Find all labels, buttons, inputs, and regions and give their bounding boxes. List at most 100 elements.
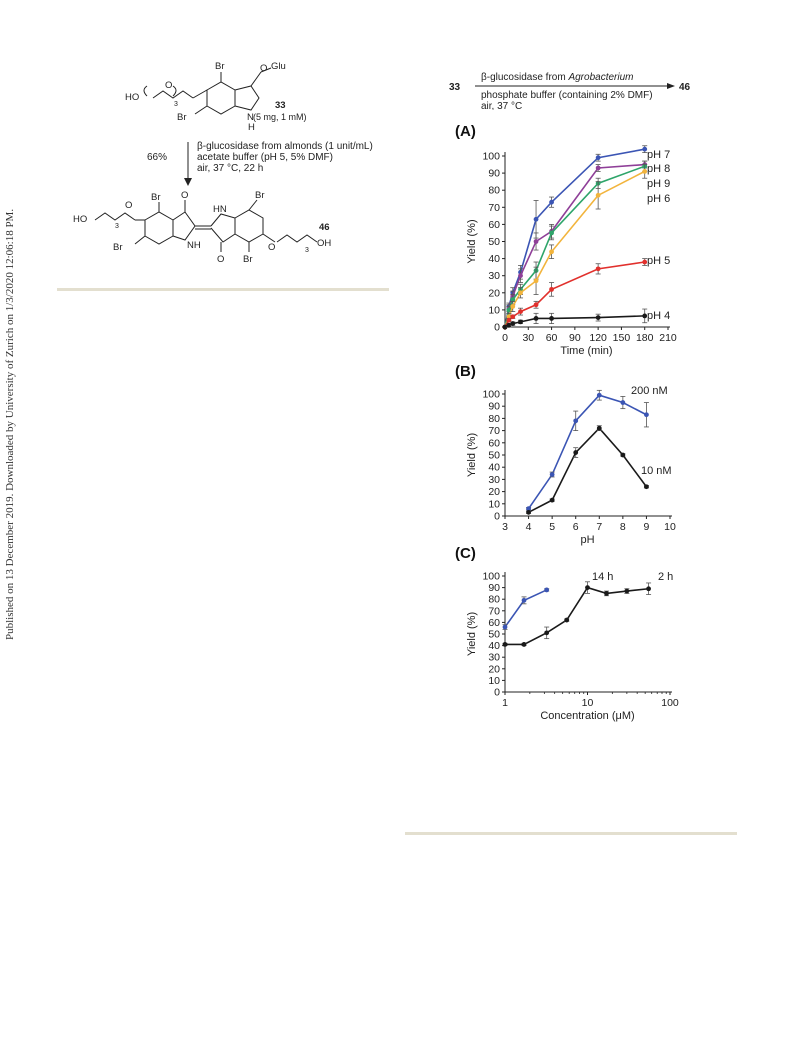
series-ph-4: pH 4 [502,308,670,330]
series-label: pH 8 [647,163,670,175]
data-point [564,617,570,623]
series-line [505,586,649,646]
y-tick-label: 100 [482,571,500,583]
x-tick-label: 100 [661,697,679,709]
y-tick-label: 60 [488,617,500,629]
data-point [510,297,516,303]
reactant-o-glu-o: O [260,63,267,74]
data-point [533,278,539,284]
y-tick-label: 70 [488,202,500,214]
data-point [549,497,555,503]
panel-label: (A) [455,123,476,140]
y-tick-label: 80 [488,594,500,606]
y-tick-label: 20 [488,486,500,498]
data-point [573,450,579,455]
data-point [518,273,523,279]
y-tick-label: 0 [494,511,500,523]
series-200-nm: 200 nM [526,385,668,512]
reaction-below-arrow-2: air, 37 °C [481,101,522,110]
data-point [549,199,554,205]
x-tick-label: 10 [664,521,676,533]
series-ph-6: pH 6 [502,164,670,330]
series-label: 200 nM [631,385,668,397]
product-o-top: O [181,190,188,201]
series-line [504,589,548,628]
series-label: 2 h [658,571,673,583]
data-point [510,304,516,309]
y-tick-label: 70 [488,605,500,617]
panel-label: (C) [455,545,476,562]
data-point [549,316,554,321]
data-point [596,392,602,398]
reactant-n-label: N [247,112,254,123]
reaction-below-arrow-1: phosphate buffer (containing 2% DMF) [481,90,653,101]
reaction-above-arrow-text: β-glucosidase from [481,72,568,83]
data-point [510,314,516,320]
reactant-br-left: Br [177,112,187,123]
data-point [506,314,512,320]
data-point [549,286,554,292]
reaction-arrow-vertical [184,142,192,186]
download-note-text: Published on 13 December 2019. Downloade… [4,208,16,640]
y-tick-label: 100 [482,389,500,401]
y-tick-label: 60 [488,219,500,231]
right-divider [405,832,737,835]
panel-label: (B) [455,363,476,380]
data-point [533,316,539,321]
data-point [518,319,523,325]
x-tick-label: 180 [636,332,654,344]
chart-panel-1: (A) 0 10 20 30 40 50 60 70 80 90 100 0 30 60 90 120 150 18… [455,123,677,357]
data-point [595,192,601,198]
y-tick-label: 20 [488,663,500,675]
data-point [595,155,601,161]
data-point [544,587,550,593]
data-point [506,322,512,328]
data-point [502,324,508,330]
data-point [544,630,550,636]
y-tick-label: 90 [488,168,500,180]
scheme-condition-1: β-glucosidase from almonds (1 unit/mL) [197,141,373,152]
data-point [644,412,649,418]
data-point [518,309,523,315]
reactant-o-label: O [165,80,172,91]
y-tick-label: 10 [488,498,500,510]
product-br-1: Br [151,192,161,203]
y-tick-label: 0 [494,322,500,334]
reactant-h-label: H [248,122,255,133]
data-point [595,165,601,171]
x-tick-label: 150 [613,332,631,344]
data-point [549,249,554,255]
reactant-glu-label: Glu [271,61,286,72]
data-point [533,239,539,244]
data-point [526,509,531,515]
product-number: 46 [319,222,330,233]
product-nh-label: NH [187,240,201,251]
data-point [596,425,602,431]
data-point [604,591,609,596]
product-subscript-left: 3 [115,223,119,230]
y-tick-label: 30 [488,474,500,486]
y-axis-label: Yield (%) [466,219,478,263]
reaction-to: 46 [679,82,691,93]
data-point [642,313,648,319]
download-watermark: Published on 13 December 2019. Downloade… [0,0,24,1039]
x-tick-label: 3 [502,521,508,533]
series-line [527,394,647,510]
y-tick-label: 10 [488,304,500,316]
data-point [642,259,648,265]
data-point [642,146,648,152]
x-tick-label: 120 [589,332,607,344]
y-tick-label: 70 [488,425,500,437]
product-subscript-right: 3 [305,247,309,254]
y-tick-label: 100 [482,151,500,163]
series-label: pH 9 [647,178,670,190]
x-tick-label: 8 [620,521,626,533]
y-tick-label: 20 [488,287,500,299]
x-tick-label: 90 [569,332,581,344]
y-axis-label: Yield (%) [466,612,478,656]
data-point [510,321,516,326]
reaction-header: 33 46 β-glucosidase from Agrobacterium p… [449,72,691,110]
data-point [533,302,539,308]
series-ph-5: pH 5 [502,255,670,330]
